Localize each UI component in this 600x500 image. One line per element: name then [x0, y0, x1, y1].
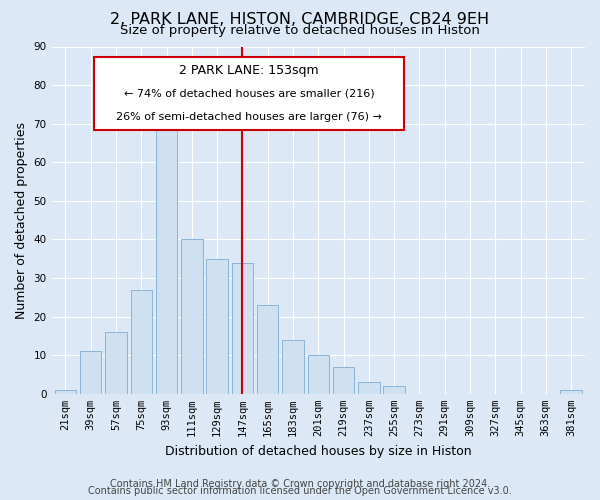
- Bar: [560, 390, 582, 394]
- Bar: [181, 240, 203, 394]
- Bar: [156, 124, 178, 394]
- Bar: [105, 332, 127, 394]
- Text: ← 74% of detached houses are smaller (216): ← 74% of detached houses are smaller (21…: [124, 88, 374, 99]
- Bar: [282, 340, 304, 394]
- Text: 26% of semi-detached houses are larger (76) →: 26% of semi-detached houses are larger (…: [116, 112, 382, 122]
- Y-axis label: Number of detached properties: Number of detached properties: [15, 122, 28, 318]
- X-axis label: Distribution of detached houses by size in Histon: Distribution of detached houses by size …: [165, 444, 472, 458]
- Text: Contains public sector information licensed under the Open Government Licence v3: Contains public sector information licen…: [88, 486, 512, 496]
- Text: Contains HM Land Registry data © Crown copyright and database right 2024.: Contains HM Land Registry data © Crown c…: [110, 479, 490, 489]
- Bar: [257, 305, 278, 394]
- Bar: [80, 352, 101, 394]
- Bar: [232, 262, 253, 394]
- Bar: [333, 367, 354, 394]
- Bar: [55, 390, 76, 394]
- Text: Size of property relative to detached houses in Histon: Size of property relative to detached ho…: [120, 24, 480, 37]
- Text: 2, PARK LANE, HISTON, CAMBRIDGE, CB24 9EH: 2, PARK LANE, HISTON, CAMBRIDGE, CB24 9E…: [110, 12, 490, 28]
- Text: 2 PARK LANE: 153sqm: 2 PARK LANE: 153sqm: [179, 64, 319, 76]
- Bar: [206, 258, 228, 394]
- FancyBboxPatch shape: [94, 57, 404, 130]
- Bar: [131, 290, 152, 394]
- Bar: [308, 355, 329, 394]
- Bar: [383, 386, 405, 394]
- Bar: [358, 382, 380, 394]
